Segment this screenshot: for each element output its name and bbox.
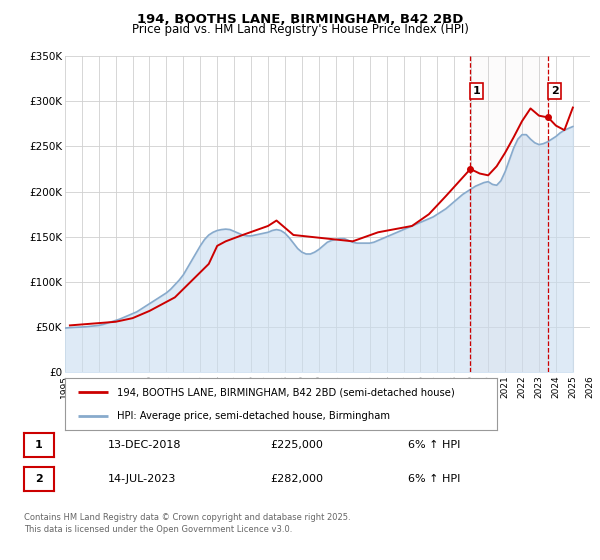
Text: 1: 1	[35, 440, 43, 450]
Text: 2: 2	[551, 86, 559, 96]
Text: 14-JUL-2023: 14-JUL-2023	[108, 474, 176, 484]
Text: Contains HM Land Registry data © Crown copyright and database right 2025.
This d: Contains HM Land Registry data © Crown c…	[24, 513, 350, 534]
Text: 6% ↑ HPI: 6% ↑ HPI	[408, 440, 460, 450]
Text: HPI: Average price, semi-detached house, Birmingham: HPI: Average price, semi-detached house,…	[116, 411, 389, 421]
Text: 2: 2	[35, 474, 43, 484]
Bar	[470, 56, 548, 372]
Text: 6% ↑ HPI: 6% ↑ HPI	[408, 474, 460, 484]
Text: Price paid vs. HM Land Registry's House Price Index (HPI): Price paid vs. HM Land Registry's House …	[131, 22, 469, 36]
Text: 194, BOOTHS LANE, BIRMINGHAM, B42 2BD: 194, BOOTHS LANE, BIRMINGHAM, B42 2BD	[137, 13, 463, 26]
Text: 194, BOOTHS LANE, BIRMINGHAM, B42 2BD (semi-detached house): 194, BOOTHS LANE, BIRMINGHAM, B42 2BD (s…	[116, 387, 454, 397]
Text: £282,000: £282,000	[270, 474, 323, 484]
Text: 1: 1	[473, 86, 481, 96]
Text: £225,000: £225,000	[270, 440, 323, 450]
Text: 13-DEC-2018: 13-DEC-2018	[108, 440, 182, 450]
